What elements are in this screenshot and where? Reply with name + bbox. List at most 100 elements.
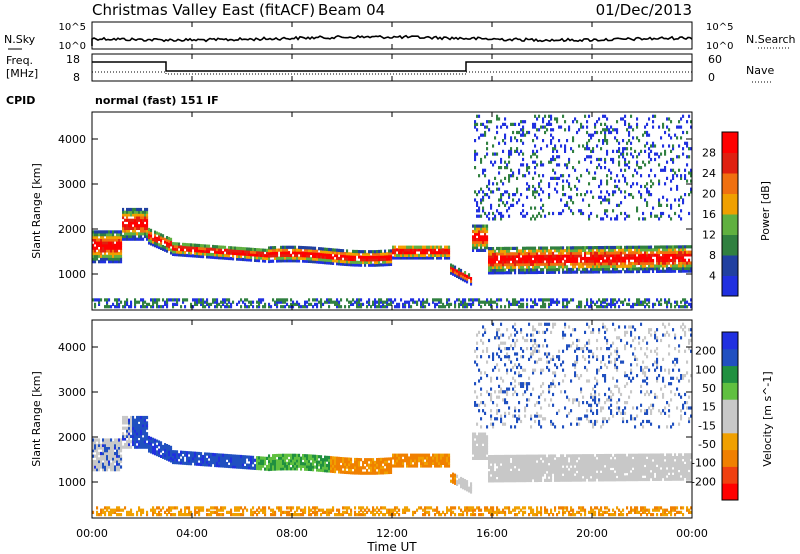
heatmap-cell [586,190,589,194]
heatmap-cell [620,253,623,258]
heatmap-cell [144,232,147,236]
heatmap-cell [316,506,319,510]
heatmap-cell [236,302,239,306]
heatmap-cell [480,224,483,228]
heatmap-cell [644,267,647,271]
heatmap-cell [588,139,591,143]
colorbar-tick-label: 4 [709,270,716,283]
heatmap-cell [372,508,375,512]
heatmap-cell [342,513,345,517]
heatmap-cell [610,245,613,250]
heatmap-cell [486,120,489,124]
heatmap-cell [674,133,677,137]
heatmap-cell [128,226,131,230]
heatmap-cell [220,245,223,249]
heatmap-cell [622,149,625,153]
heatmap-cell [562,187,565,191]
heatmap-cell [584,305,587,309]
heatmap-cell [522,152,525,156]
heatmap-cell [216,302,219,306]
heatmap-cell [472,456,475,460]
heatmap-cell [504,254,507,259]
heatmap-cell [116,449,119,453]
heatmap-cell [94,230,97,234]
heatmap-cell [160,513,163,517]
heatmap-cell [172,455,175,459]
heatmap-cell [666,264,669,268]
heatmap-cell [238,465,241,469]
heatmap-cell [584,270,587,274]
heatmap-cell [96,451,99,456]
heatmap-cell [488,128,491,132]
heatmap-cell [338,464,341,469]
heatmap-cell [404,300,407,304]
heatmap-cell [112,465,115,469]
heatmap-cell [640,174,643,178]
heatmap-cell [510,268,513,272]
heatmap-cell [546,270,549,274]
heatmap-cell [370,258,373,262]
heatmap-cell [436,506,439,510]
heatmap-cell [96,510,99,514]
heatmap-cell [576,262,579,266]
heatmap-cell [264,248,267,252]
heatmap-cell [630,270,633,274]
heatmap-cell [672,174,675,178]
heatmap-cell [104,246,107,250]
heatmap-cell [318,255,321,259]
heatmap-cell [314,252,317,256]
heatmap-cell [526,182,529,186]
heatmap-cell [448,245,451,249]
heatmap-cell [668,253,671,257]
heatmap-cell [284,464,287,468]
heatmap-cell [290,259,293,263]
heatmap-cell [144,207,147,212]
heatmap-cell [282,456,285,460]
heatmap-cell [354,506,357,510]
heatmap-cell [134,418,137,422]
heatmap-cell [340,459,343,463]
heatmap-cell [264,459,267,463]
heatmap-cell [508,174,511,178]
heatmap-cell [684,261,687,265]
heatmap-cell [600,179,603,183]
heatmap-cell [208,302,211,306]
heatmap-cell [450,508,453,512]
heatmap-cell [356,263,359,267]
heatmap-cell [358,466,361,470]
heatmap-cell [654,152,657,156]
heatmap-cell [224,256,227,260]
heatmap-cell [260,298,263,302]
heatmap-cell [304,510,307,514]
heatmap-cell [378,460,381,464]
heatmap-cell [244,255,247,259]
heatmap-cell [664,152,667,156]
heatmap-cell [132,440,135,444]
heatmap-cell [352,255,355,259]
heatmap-cell [610,270,613,274]
heatmap-cell [244,249,247,254]
heatmap-cell [590,160,593,164]
heatmap-cell [480,243,483,247]
heatmap-cell [568,184,571,189]
heatmap-cell [356,300,359,304]
heatmap-cell [518,268,521,272]
heatmap-cell [396,253,399,257]
heatmap-cell [202,302,205,306]
heatmap-cell [606,251,609,255]
heatmap-cell [402,256,405,260]
heatmap-cell [350,508,353,512]
heatmap-cell [656,264,659,268]
heatmap-cell [150,242,153,246]
heatmap-cell [178,455,181,460]
heatmap-cell [326,250,329,254]
heatmap-cell [422,298,425,302]
heatmap-cell [188,245,191,250]
heatmap-cell [420,464,423,468]
heatmap-cell [112,454,115,458]
heatmap-cell [546,298,549,302]
heatmap-cell [534,122,537,126]
heatmap-cell [500,157,503,162]
heatmap-cell [490,203,493,207]
heatmap-cell [102,441,105,445]
